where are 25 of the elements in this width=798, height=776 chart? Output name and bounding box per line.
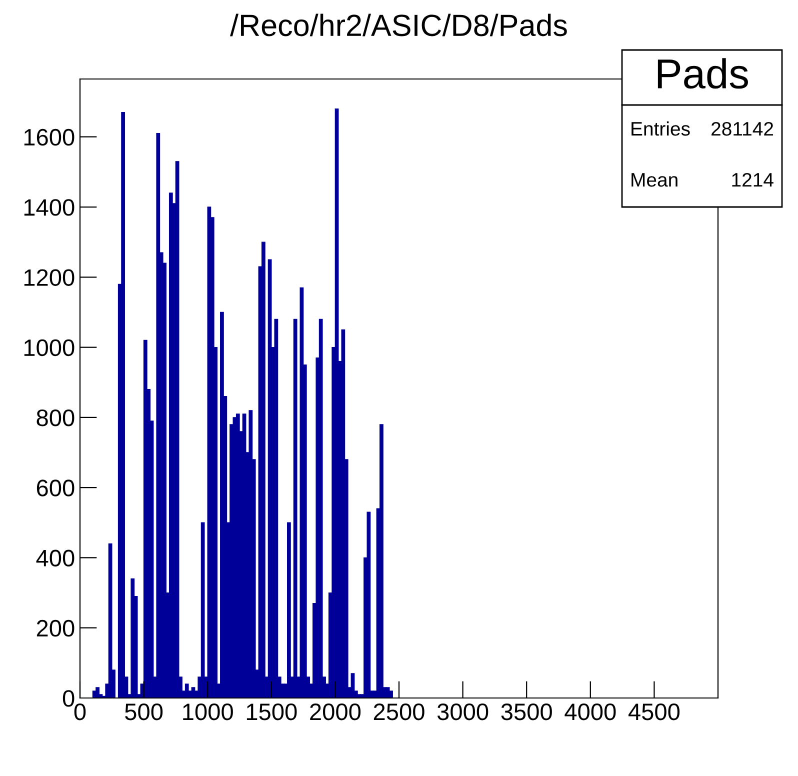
x-tick-label: 4000 xyxy=(564,703,616,720)
chart-title: /Reco/hr2/ASIC/D8/Pads xyxy=(230,14,567,36)
annotation: 281142 xyxy=(712,122,774,136)
y-tick-label: 800 xyxy=(36,410,74,426)
x-tick-label: 1000 xyxy=(183,703,233,720)
x-tick-label: 3000 xyxy=(437,703,488,720)
y-tick-label: 400 xyxy=(36,550,74,567)
x-tick-label: 500 xyxy=(125,703,163,720)
x-tick-label: 2500 xyxy=(374,703,424,720)
x-tick-label: 3500 xyxy=(501,703,552,720)
y-tick-label: 0 xyxy=(62,690,74,707)
x-tick-label: 2000 xyxy=(310,703,361,720)
x-tick-label: 4500 xyxy=(628,703,680,720)
y-tick-label: 1200 xyxy=(24,269,74,286)
annotation: Pads xyxy=(658,58,748,89)
y-tick-label: 1600 xyxy=(24,128,74,146)
x-tick-label: 1500 xyxy=(246,703,297,720)
y-tick-label: 1000 xyxy=(24,339,74,356)
y-tick-label: 1400 xyxy=(24,199,74,216)
annotation: Mean xyxy=(632,173,678,187)
y-tick-label: 200 xyxy=(36,620,74,637)
x-tick-label: 0 xyxy=(74,703,86,720)
y-tick-label: 600 xyxy=(36,480,74,496)
annotation: Entries xyxy=(632,121,690,136)
text: 1214 xyxy=(732,172,774,187)
